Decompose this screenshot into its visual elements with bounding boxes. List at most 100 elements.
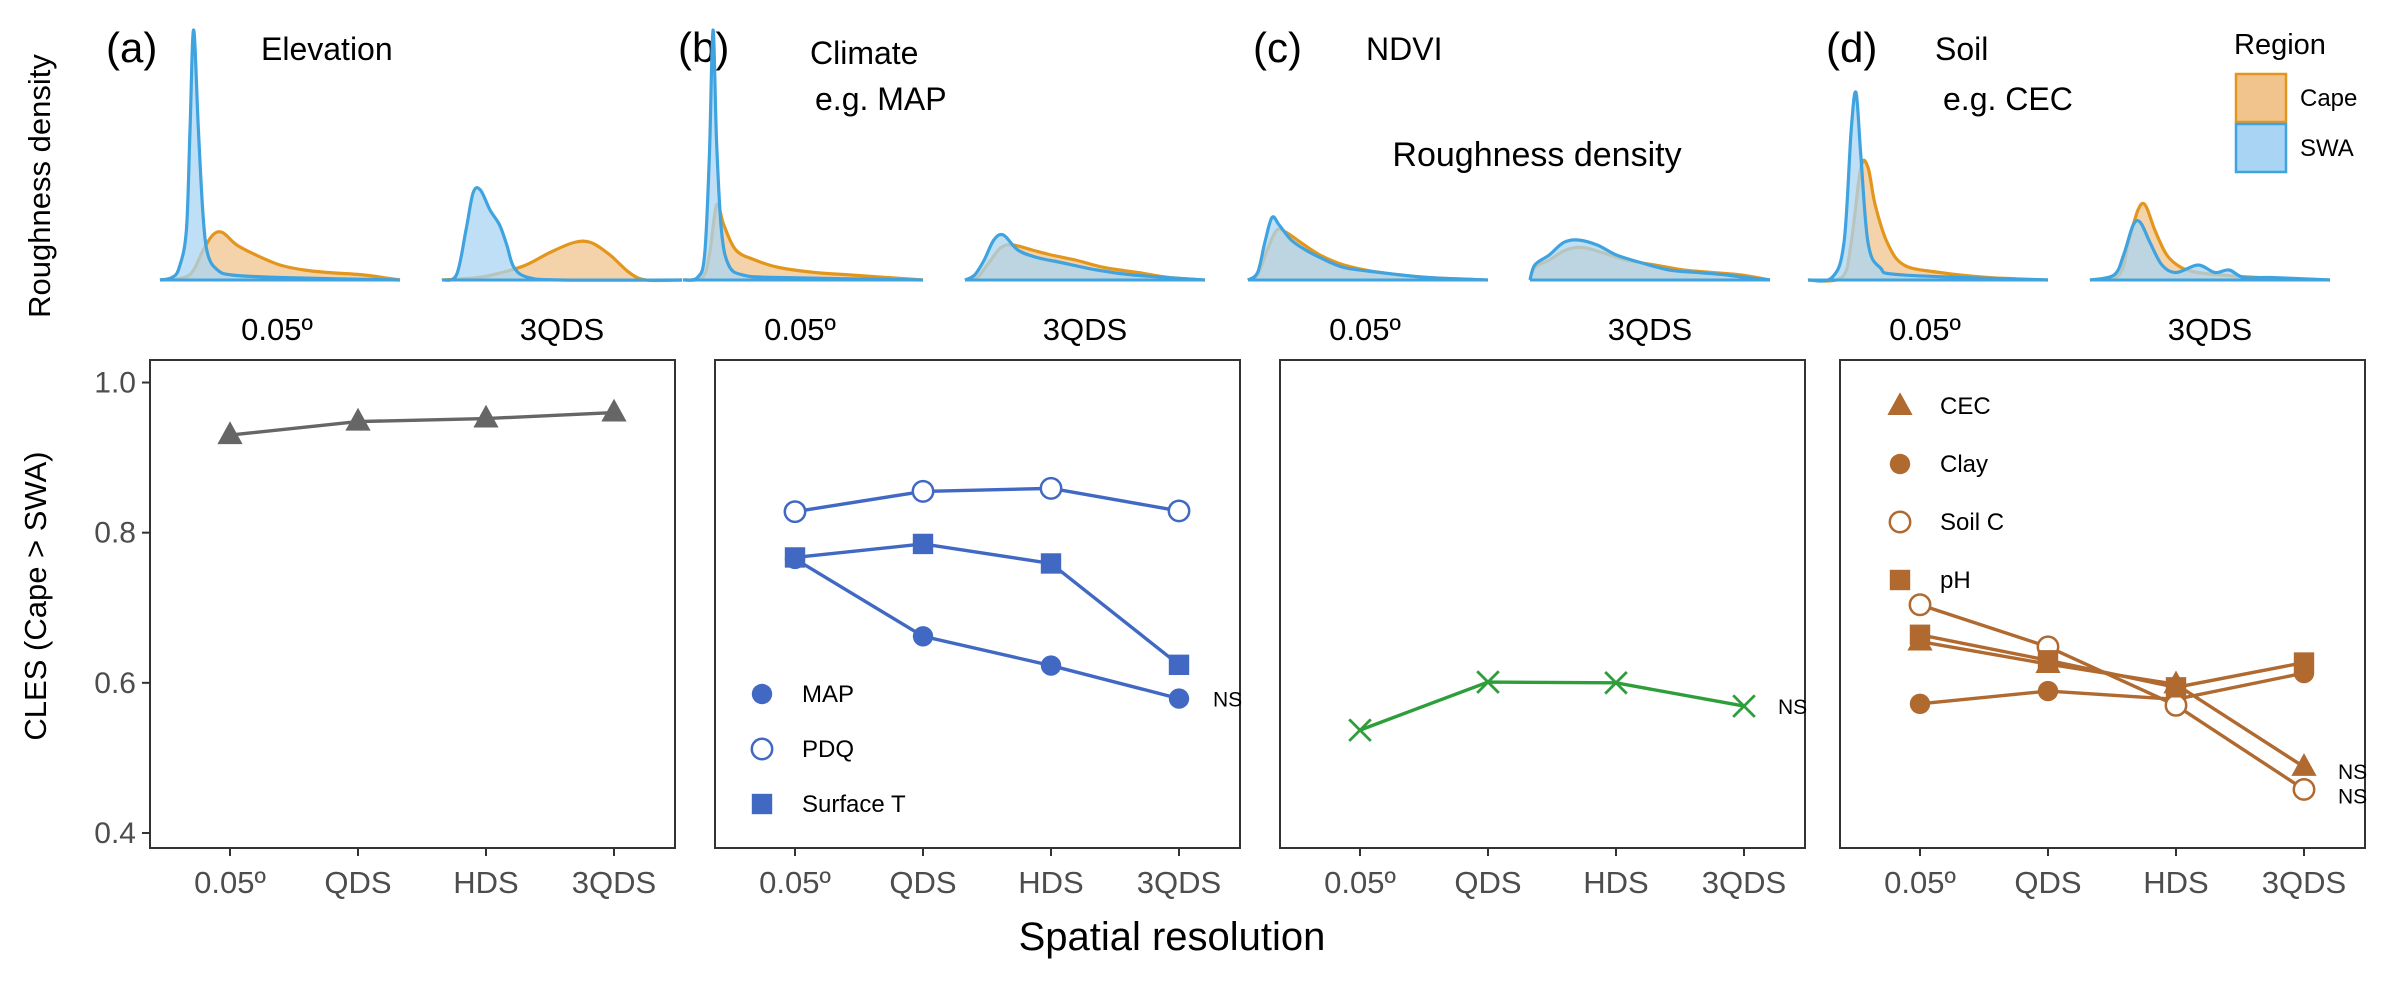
marker-square <box>751 793 773 815</box>
density-label-a-coarse: 3QDS <box>520 312 604 347</box>
ns-label: NS <box>1213 689 1242 712</box>
marker-open-circle <box>1167 499 1191 523</box>
y-tick-label: 0.6 <box>94 667 136 700</box>
marker-square <box>912 533 934 555</box>
density-area-swa <box>965 234 1205 280</box>
density-a-coarse <box>441 186 683 283</box>
series-line <box>1919 671 2305 706</box>
series-line <box>1919 633 2305 690</box>
density-line-swa <box>2089 218 2331 282</box>
panel-frame <box>714 359 1241 849</box>
panel-c: 0.05º QDS HDS 3QDS NS <box>1279 359 1807 900</box>
panel-d-subtitle: e.g. CEC <box>1943 81 2073 117</box>
legend-label-clay: Clay <box>1940 451 1988 478</box>
marker-open-circle <box>1908 593 1932 617</box>
marker-square <box>1040 553 1062 574</box>
marker-square <box>1909 624 1931 645</box>
series-line <box>794 542 1181 667</box>
marker-triangle <box>473 404 499 428</box>
marker-open-circle <box>2164 693 2188 717</box>
series-soil-c: NS <box>1908 593 2367 808</box>
marker-square <box>784 547 806 568</box>
density-label-a-fine: 0.05º <box>241 312 313 347</box>
legend-label-ph: pH <box>1940 567 1971 594</box>
density-line-swa <box>682 28 924 282</box>
x-tick-label: 3QDS <box>572 865 656 900</box>
density-line-swa <box>1528 238 1771 282</box>
density-strips <box>159 28 2331 283</box>
panel-b-subtitle: e.g. MAP <box>815 81 947 117</box>
series-line <box>794 486 1180 514</box>
series-ph <box>1909 624 2315 698</box>
marker-x <box>1732 694 1756 718</box>
marker-open-circle <box>2292 777 2316 801</box>
density-area-cape <box>160 231 400 280</box>
density-label-b-fine: 0.05º <box>764 312 836 347</box>
marker-triangle <box>2291 753 2317 776</box>
density-b-coarse <box>964 232 1206 282</box>
y-tick-label: 0.4 <box>94 817 136 850</box>
ns-label: NS <box>1778 696 1807 719</box>
legend-label-cec: CEC <box>1940 393 1991 420</box>
legend-label-swa: SWA <box>2300 135 2354 162</box>
marker-circle <box>1168 688 1190 709</box>
x-tick-label: 3QDS <box>1702 865 1786 900</box>
density-c-coarse <box>1528 238 1771 282</box>
density-label-b-coarse: 3QDS <box>1043 312 1127 347</box>
density-area-swa <box>1530 239 1770 280</box>
panel-headers: (a) Elevation (b) Climate e.g. MAP (c) N… <box>106 24 2073 117</box>
spatial-resolution-axis-title: Spatial resolution <box>1019 915 1326 959</box>
x-tick-label: 0.05º <box>759 865 831 900</box>
marker-triangle <box>1887 392 1913 415</box>
series-clay <box>1909 662 2315 715</box>
x-tick-label: 0.05º <box>194 865 266 900</box>
center-roughness-annotation: Roughness density <box>1392 136 1681 174</box>
x-tick-label: HDS <box>1018 865 1083 900</box>
panel-d-letter: (d) <box>1826 24 1877 71</box>
series-surface-t <box>784 533 1190 676</box>
density-label-c-coarse: 3QDS <box>1608 312 1692 347</box>
density-area-cape <box>683 204 923 281</box>
marker-open-circle <box>783 500 807 524</box>
x-tick-label: HDS <box>2143 865 2208 900</box>
series-legend: MAP PDQ Surface T <box>750 681 906 818</box>
marker-square <box>2165 677 2187 698</box>
x-tick-label: 0.05º <box>1324 865 1396 900</box>
roughness-density-axis-title: Roughness density <box>22 54 57 318</box>
series-line <box>1919 603 2305 791</box>
series-line <box>1919 639 2305 769</box>
panel-b-letter: (b) <box>678 24 729 71</box>
legend-key-swa <box>2234 122 2288 174</box>
marker-square <box>2293 652 2315 673</box>
marker-square <box>2037 650 2059 671</box>
marker-x <box>1604 671 1628 695</box>
marker-triangle <box>345 407 371 431</box>
density-c-fine <box>1247 215 1489 282</box>
legend-label-surface-t: Surface T <box>802 791 906 818</box>
density-area-swa <box>683 29 923 281</box>
marker-square <box>1168 654 1190 676</box>
series-legend: CEC Clay Soil C pH <box>1887 392 2004 594</box>
marker-open-circle <box>1039 476 1063 500</box>
x-tick-label: QDS <box>2014 865 2081 900</box>
legend-label-pdq: PDQ <box>802 736 854 763</box>
x-tick-label: QDS <box>324 865 391 900</box>
marker-open-circle <box>1888 510 1912 534</box>
y-tick-label: 0.8 <box>94 517 136 550</box>
panel-d-title: Soil <box>1935 31 1988 67</box>
marker-x <box>1476 670 1500 694</box>
x-tick-label: 3QDS <box>1137 865 1221 900</box>
region-legend-title: Region <box>2234 29 2326 61</box>
y-tick-label: 1.0 <box>94 367 136 400</box>
x-tick-label: HDS <box>453 865 518 900</box>
ns-label: NS <box>2338 785 2367 808</box>
marker-circle <box>1889 453 1911 475</box>
panel-a-letter: (a) <box>106 24 157 71</box>
density-line-swa <box>1247 215 1489 282</box>
legend-key-cape <box>2234 72 2288 124</box>
density-a-fine <box>159 28 401 282</box>
density-area-swa <box>1808 91 2048 281</box>
density-label-d-fine: 0.05º <box>1889 312 1961 347</box>
marker-triangle <box>217 421 243 445</box>
